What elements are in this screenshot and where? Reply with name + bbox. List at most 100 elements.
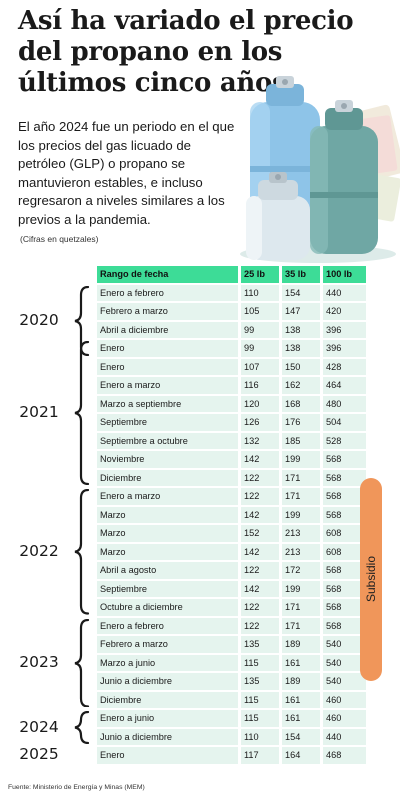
- curly-brace-icon: [74, 489, 90, 615]
- date-range-cell: Marzo: [97, 506, 238, 523]
- curly-brace-icon: [74, 341, 90, 485]
- date-range-cell: Enero: [97, 358, 238, 375]
- price-25lb-cell: 115: [241, 710, 279, 727]
- date-range-cell: Septiembre: [97, 414, 238, 431]
- price-100lb-cell: 568: [323, 451, 366, 468]
- date-range-cell: Diciembre: [97, 469, 238, 486]
- price-100lb-cell: 464: [323, 377, 366, 394]
- table-row: Octubre a diciembre 122 171 568: [97, 599, 366, 616]
- subsidy-bar: Subsidio: [360, 477, 382, 681]
- propane-tank-illustration: [240, 76, 400, 263]
- price-25lb-cell: 122: [241, 617, 279, 634]
- price-35lb-cell: 150: [282, 358, 320, 375]
- table-row: Marzo 142 199 568: [97, 506, 366, 523]
- table-row: Diciembre 122 171 568: [97, 469, 366, 486]
- date-range-cell: Enero a febrero: [97, 617, 238, 634]
- curly-brace-icon: [74, 618, 90, 707]
- subsidy-label: Subsidio: [364, 556, 378, 603]
- price-25lb-cell: 122: [241, 469, 279, 486]
- price-35lb-cell: 161: [282, 654, 320, 671]
- table-row: Marzo 152 213 608: [97, 525, 366, 542]
- units-note: (Cifras en quetzales): [20, 234, 99, 244]
- column-header: 25 lb: [241, 266, 279, 283]
- price-100lb-cell: 460: [323, 710, 366, 727]
- price-25lb-cell: 115: [241, 691, 279, 708]
- date-range-cell: Junio a diciembre: [97, 673, 238, 690]
- price-35lb-cell: 161: [282, 691, 320, 708]
- year-label: 2020: [19, 310, 59, 329]
- price-35lb-cell: 199: [282, 506, 320, 523]
- table-row: Septiembre a octubre 132 185 528: [97, 432, 366, 449]
- price-35lb-cell: 199: [282, 451, 320, 468]
- table-row: Septiembre 142 199 568: [97, 580, 366, 597]
- curly-brace-icon: [74, 711, 90, 744]
- price-100lb-cell: 568: [323, 506, 366, 523]
- table-row: Enero 107 150 428: [97, 358, 366, 375]
- price-100lb-cell: 460: [323, 691, 366, 708]
- table-row: Enero a junio 115 161 460: [97, 710, 366, 727]
- price-35lb-cell: 168: [282, 395, 320, 412]
- table-row: Marzo a septiembre 120 168 480: [97, 395, 366, 412]
- price-35lb-cell: 154: [282, 728, 320, 745]
- price-100lb-cell: 568: [323, 617, 366, 634]
- price-35lb-cell: 162: [282, 377, 320, 394]
- price-25lb-cell: 142: [241, 580, 279, 597]
- date-range-cell: Diciembre: [97, 691, 238, 708]
- price-100lb-cell: 568: [323, 580, 366, 597]
- table-row: Febrero a marzo 105 147 420: [97, 303, 366, 320]
- date-range-cell: Enero a marzo: [97, 488, 238, 505]
- table-row: Enero a febrero 110 154 440: [97, 284, 366, 301]
- price-35lb-cell: 171: [282, 469, 320, 486]
- price-25lb-cell: 126: [241, 414, 279, 431]
- price-table: Rango de fecha 25 lb 35 lb 100 lb Enero …: [97, 264, 366, 766]
- date-range-cell: Septiembre: [97, 580, 238, 597]
- table-row: Enero 117 164 468: [97, 747, 366, 764]
- price-35lb-cell: 161: [282, 710, 320, 727]
- date-range-cell: Abril a diciembre: [97, 321, 238, 338]
- price-25lb-cell: 99: [241, 321, 279, 338]
- price-25lb-cell: 105: [241, 303, 279, 320]
- table-body: Enero a febrero 110 154 440 Febrero a marzo 1…: [97, 284, 366, 764]
- price-100lb-cell: 440: [323, 728, 366, 745]
- date-range-cell: Enero a febrero: [97, 284, 238, 301]
- table-row: Junio a diciembre 135 189 540: [97, 673, 366, 690]
- column-header: 100 lb: [323, 266, 366, 283]
- price-35lb-cell: 176: [282, 414, 320, 431]
- table-row: Enero 99 138 396: [97, 340, 366, 357]
- table-row: Septiembre 126 176 504: [97, 414, 366, 431]
- date-range-cell: Enero: [97, 747, 238, 764]
- price-35lb-cell: 213: [282, 525, 320, 542]
- price-100lb-cell: 568: [323, 469, 366, 486]
- year-label: 2025: [19, 745, 59, 764]
- date-range-cell: Enero a marzo: [97, 377, 238, 394]
- year-label: 2023: [19, 652, 59, 671]
- price-35lb-cell: 189: [282, 673, 320, 690]
- price-100lb-cell: 568: [323, 562, 366, 579]
- price-25lb-cell: 110: [241, 728, 279, 745]
- table-header-row: Rango de fecha 25 lb 35 lb 100 lb: [97, 266, 366, 283]
- column-header: 35 lb: [282, 266, 320, 283]
- date-range-cell: Marzo: [97, 525, 238, 542]
- table-row: Junio a diciembre 110 154 440: [97, 728, 366, 745]
- price-35lb-cell: 172: [282, 562, 320, 579]
- table-row: Febrero a marzo 135 189 540: [97, 636, 366, 653]
- date-range-cell: Febrero a marzo: [97, 636, 238, 653]
- price-100lb-cell: 540: [323, 654, 366, 671]
- date-range-cell: Septiembre a octubre: [97, 432, 238, 449]
- price-25lb-cell: 142: [241, 451, 279, 468]
- price-100lb-cell: 440: [323, 284, 366, 301]
- year-label: 2022: [19, 541, 59, 560]
- date-range-cell: Octubre a diciembre: [97, 599, 238, 616]
- price-25lb-cell: 120: [241, 395, 279, 412]
- price-25lb-cell: 132: [241, 432, 279, 449]
- date-range-cell: Abril a agosto: [97, 562, 238, 579]
- price-35lb-cell: 138: [282, 321, 320, 338]
- price-100lb-cell: 608: [323, 543, 366, 560]
- price-25lb-cell: 152: [241, 525, 279, 542]
- price-100lb-cell: 480: [323, 395, 366, 412]
- date-range-cell: Marzo a junio: [97, 654, 238, 671]
- table-row: Marzo 142 213 608: [97, 543, 366, 560]
- table-row: Diciembre 115 161 460: [97, 691, 366, 708]
- table-row: Enero a marzo 116 162 464: [97, 377, 366, 394]
- price-25lb-cell: 135: [241, 673, 279, 690]
